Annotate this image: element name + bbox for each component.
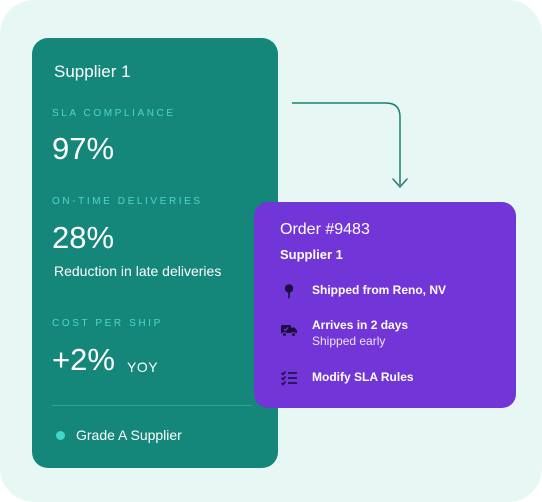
arrowhead-icon — [392, 178, 408, 188]
cost-per-ship-value: +2% — [52, 342, 115, 377]
supplier-summary-card[interactable]: Supplier 1 SLA COMPLIANCE 97% ON-TIME DE… — [32, 38, 278, 468]
grade-status-dot — [56, 431, 65, 440]
cost-per-ship-label: COST PER SHIP — [52, 318, 163, 329]
order-title: Order #9483 — [280, 221, 370, 238]
arrival-subtext: Shipped early — [312, 334, 386, 348]
on-time-deliveries-label: ON-TIME DELIVERIES — [52, 196, 203, 207]
truck-icon — [281, 325, 297, 337]
modify-sla-rules-link[interactable]: Modify SLA Rules — [312, 370, 414, 384]
checklist-icon[interactable] — [280, 369, 298, 387]
on-time-deliveries-subtext: Reduction in late deliveries — [54, 263, 222, 279]
order-card[interactable]: Order #9483 Supplier 1 Shipped from Reno… — [254, 202, 516, 408]
location-pin-icon — [284, 284, 294, 299]
sla-compliance-label: SLA COMPLIANCE — [52, 108, 176, 119]
supplier-title: Supplier 1 — [54, 62, 131, 81]
connector-line — [292, 102, 401, 185]
arrival-label: Arrives in 2 days — [312, 318, 409, 332]
card-divider — [52, 405, 252, 406]
cost-per-ship-suffix: YOY — [127, 359, 159, 375]
order-supplier: Supplier 1 — [280, 247, 343, 262]
on-time-deliveries-value: 28% — [52, 220, 115, 255]
shipped-from-label: Shipped from Reno, NV — [312, 283, 447, 297]
sla-compliance-value: 97% — [52, 131, 115, 166]
grade-label: Grade A Supplier — [76, 427, 182, 443]
